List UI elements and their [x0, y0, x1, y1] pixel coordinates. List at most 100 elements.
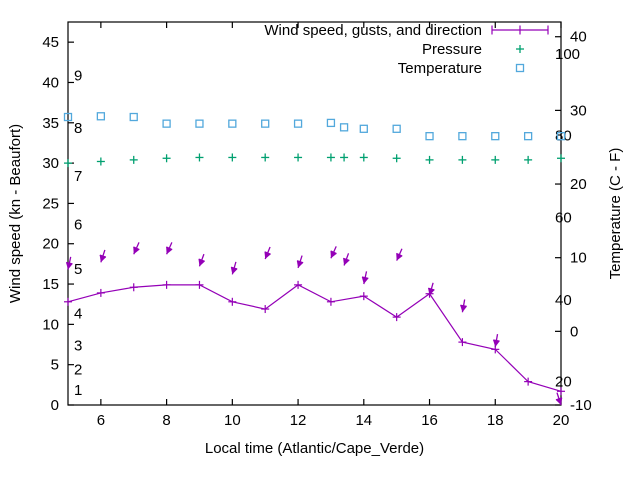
gust-direction-barb [296, 255, 304, 269]
barb-arrowhead [396, 253, 403, 261]
gust-direction-barb [493, 334, 500, 348]
barb-flag [296, 260, 304, 264]
x-tick-label: 14 [355, 412, 372, 429]
beaufort-label: 8 [74, 120, 82, 137]
beaufort-label: 9 [74, 67, 82, 84]
barb-flag [133, 246, 140, 251]
x-tick-label: 10 [224, 412, 241, 429]
x-tick-label: 20 [553, 412, 570, 429]
barb-flag [460, 304, 467, 308]
axis-titles: Local time (Atlantic/Cape_Verde) Wind spe… [7, 124, 624, 457]
barb-arrowhead [66, 262, 73, 270]
legend-label: Wind speed, gusts, and direction [264, 22, 482, 39]
barb-arrowhead [133, 246, 140, 255]
barb-flag [230, 266, 238, 270]
gust-direction-barb [198, 253, 205, 267]
beaufort-label: 6 [74, 217, 82, 234]
x-tick-label: 6 [97, 412, 105, 429]
barb-flag [66, 261, 73, 265]
barb-flag [428, 287, 435, 291]
gust-direction-barb [361, 271, 369, 285]
x-tick-label: 16 [421, 412, 438, 429]
temperature-series [63, 112, 566, 141]
temperature-marker [261, 119, 270, 128]
y-axis-right-ticks: -10 0 10 20 30 40 [555, 29, 592, 414]
barb-flag [361, 276, 369, 279]
y2-tick-label: 10 [570, 250, 587, 267]
fahrenheit-label: 60 [555, 209, 572, 226]
legend-label: Temperature [398, 60, 482, 77]
gust-direction-barb [99, 249, 107, 263]
y-tick-label: 35 [42, 115, 59, 132]
temperature-marker [458, 132, 467, 141]
temperature-marker [228, 119, 237, 128]
x-tick-label: 8 [162, 412, 170, 429]
x-axis-ticks: 6 8 10 12 14 16 18 20 [97, 22, 570, 429]
gust-direction-barb [555, 392, 563, 406]
temperature-marker [326, 118, 336, 128]
gust-direction-series [66, 242, 563, 406]
temperature-marker [129, 112, 138, 122]
gust-direction-barb [396, 248, 403, 261]
barb-flag [264, 251, 271, 255]
y-axis-left-ticks: 0 5 10 15 20 25 30 35 40 45 [42, 34, 74, 414]
y2-tick-label: 40 [570, 29, 587, 46]
temperature-marker [425, 132, 434, 141]
temperature-marker [392, 124, 401, 133]
barb-flag [99, 254, 107, 258]
beaufort-label: 2 [74, 362, 82, 379]
barb-flag [166, 246, 173, 251]
x-axis-title: Local time (Atlantic/Cape_Verde) [205, 440, 424, 457]
gust-direction-barb [264, 246, 271, 260]
barb-flag [330, 250, 337, 255]
barb-arrowhead [166, 246, 173, 255]
y-tick-label: 5 [51, 357, 59, 374]
barb-flag [198, 258, 205, 262]
y-tick-label: 10 [42, 316, 59, 333]
y-tick-label: 20 [42, 236, 59, 253]
temperature-marker [293, 119, 303, 128]
barb-arrowhead [264, 251, 271, 260]
beaufort-label: 4 [74, 305, 82, 322]
fahrenheit-scale-labels: 20 40 60 80 100 [555, 46, 580, 391]
temperature-marker [491, 132, 500, 141]
temperature-marker [339, 123, 349, 132]
temperature-marker [523, 132, 533, 141]
gust-direction-barb [66, 256, 73, 270]
y2-tick-label: 20 [570, 176, 587, 193]
y-tick-label: 40 [42, 74, 59, 91]
barb-flag [555, 397, 563, 401]
gust-direction-barb [428, 282, 435, 296]
pressure-series [64, 153, 565, 168]
beaufort-label: 3 [74, 338, 82, 355]
y-tick-label: 25 [42, 195, 59, 212]
barb-flag [396, 252, 403, 257]
beaufort-label: 1 [74, 382, 82, 399]
y2-tick-label: 0 [570, 323, 578, 340]
gust-direction-barb [343, 253, 350, 266]
x-tick-label: 18 [487, 412, 504, 429]
fahrenheit-label: 40 [555, 292, 572, 309]
wind-speed-series [64, 280, 565, 396]
temperature-marker [96, 112, 106, 121]
gust-direction-barb [166, 242, 173, 255]
beaufort-label: 5 [74, 261, 82, 278]
y-axis-left-title: Wind speed (kn - Beaufort) [7, 124, 24, 303]
plot-frame [67, 21, 562, 406]
y-tick-label: 45 [42, 34, 59, 51]
temperature-marker [359, 124, 368, 133]
barb-arrowhead [330, 250, 337, 259]
legend-label: Pressure [422, 41, 482, 58]
gust-direction-barb [330, 246, 337, 259]
barb-flag [493, 339, 500, 342]
legend: Wind speed, gusts, and direction Pressure… [264, 22, 549, 77]
temperature-marker [556, 132, 566, 141]
gust-direction-barb [133, 242, 140, 255]
fahrenheit-label: 20 [555, 374, 572, 391]
barb-arrowhead [361, 276, 369, 285]
plot-border [67, 21, 562, 406]
gust-direction-barb [230, 261, 238, 275]
legend-square-sample [515, 63, 525, 73]
beaufort-scale-labels: 1 2 3 4 5 6 7 8 9 [74, 67, 82, 398]
